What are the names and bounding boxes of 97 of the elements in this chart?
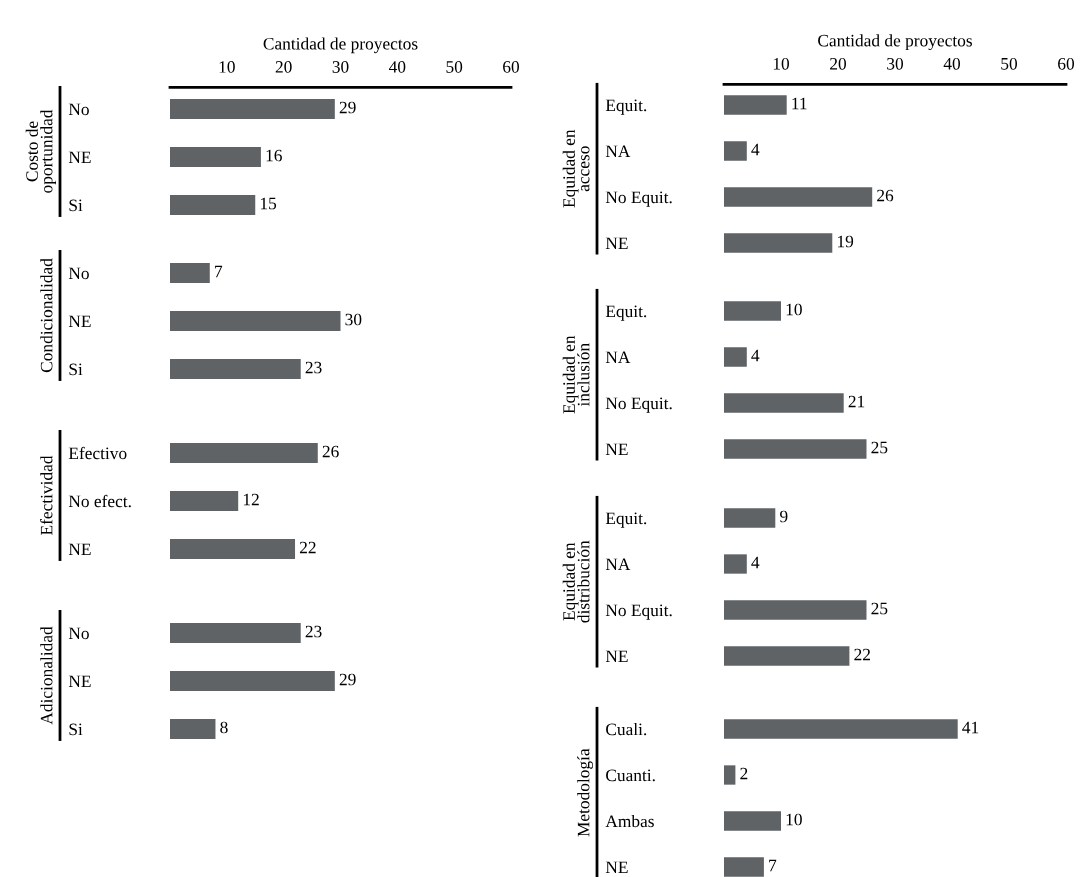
data-label: 19: [837, 235, 854, 248]
bar: [724, 719, 958, 739]
data-label: 11: [792, 97, 807, 110]
y-tick-label: Si: [69, 199, 83, 212]
x-tick-label: 10: [219, 61, 235, 73]
data-label: 15: [260, 197, 277, 210]
data-label: 23: [305, 361, 322, 374]
x-tick-label: 30: [887, 57, 904, 70]
bar: [724, 301, 781, 321]
y-axis-title: Adicionalidad: [40, 626, 53, 725]
bar: [724, 393, 844, 413]
data-label: 26: [877, 189, 894, 202]
y-tick-label: Si: [69, 363, 83, 376]
bar: [724, 600, 867, 620]
data-label: 21: [848, 395, 865, 408]
bar: [724, 347, 747, 367]
x-tick-label: 40: [943, 57, 961, 70]
y-axis-title: Equidad en acceso: [562, 129, 590, 208]
bar: [724, 141, 747, 161]
y-tick-label: Si: [69, 723, 83, 736]
bar: [170, 98, 335, 120]
data-label: 41: [962, 721, 979, 734]
y-tick-label: No: [68, 103, 89, 116]
data-label: 4: [751, 349, 760, 362]
x-tick-label: 50: [1001, 57, 1018, 70]
data-label: 22: [854, 648, 870, 661]
data-label: 8: [220, 721, 228, 734]
y-tick-label: NE: [68, 151, 91, 164]
x-tick-label: 10: [773, 57, 790, 70]
y-tick-label: Ambas: [605, 814, 654, 828]
data-label: 4: [751, 143, 760, 156]
y-tick-label: No: [68, 267, 89, 280]
data-label: 30: [345, 313, 362, 326]
data-label: 10: [786, 303, 802, 316]
data-label: 16: [266, 149, 282, 162]
data-label: 26: [322, 445, 339, 458]
y-tick-label: NE: [605, 861, 628, 874]
data-label: 23: [305, 625, 322, 638]
data-label: 12: [243, 493, 259, 506]
x-tick-label: 40: [388, 61, 406, 73]
data-label: 29: [339, 673, 356, 686]
bar: [724, 857, 764, 877]
y-tick-label: NE: [68, 543, 91, 556]
y-tick-label: Cuanti.: [606, 769, 655, 782]
y-axis-title: Metodología: [577, 748, 593, 837]
y-tick-label: NA: [605, 558, 631, 571]
x-tick-label: 60: [503, 61, 520, 73]
y-tick-label: NE: [605, 443, 628, 456]
bar: [724, 508, 776, 528]
y-tick-label: Equit.: [605, 99, 647, 115]
y-tick-label: Equit.: [605, 512, 647, 528]
x-tick-label: 60: [1058, 57, 1075, 70]
y-tick-label: NE: [605, 650, 628, 663]
data-label: 29: [339, 101, 356, 114]
bar: [724, 554, 747, 574]
bar: [724, 646, 850, 666]
x-tick-label: 50: [446, 61, 463, 73]
data-label: 25: [871, 441, 888, 454]
data-label: 4: [751, 556, 760, 569]
x-axis-title: Cantidad de proyectos: [263, 37, 418, 54]
x-tick-label: 30: [332, 61, 349, 73]
y-tick-label: Cuali.: [606, 722, 647, 736]
y-axis-title: Costo de oportunidad: [25, 109, 56, 193]
bar: [724, 811, 781, 831]
x-tick-label: 20: [830, 57, 847, 70]
y-tick-label: NA: [605, 145, 631, 158]
bar: [724, 233, 833, 253]
data-label: 10: [786, 813, 802, 826]
y-tick-label: No Equit.: [605, 604, 672, 620]
y-tick-label: NE: [68, 675, 91, 688]
y-tick-label: NE: [605, 237, 628, 250]
y-tick-label: Efectivo: [68, 446, 127, 460]
x-tick-label: 20: [275, 61, 292, 73]
y-axis-title: Efectividad: [40, 455, 53, 535]
data-label: 2: [740, 767, 748, 780]
y-tick-label: No Equit.: [605, 191, 672, 207]
bar: [724, 439, 867, 459]
bar: [724, 95, 787, 115]
bar: [170, 146, 261, 168]
data-label: 9: [780, 510, 788, 523]
data-label: 7: [769, 859, 777, 872]
data-label: 25: [871, 602, 888, 615]
y-tick-label: NE: [68, 315, 91, 328]
y-axis-title: Equidad en distribución: [562, 540, 590, 623]
x-axis-title: Cantidad de proyectos: [818, 34, 972, 51]
y-tick-label: Equit.: [605, 305, 647, 321]
data-label: 7: [215, 265, 223, 278]
y-tick-label: NA: [605, 351, 631, 364]
bar: [724, 187, 873, 207]
bar: [170, 194, 256, 216]
y-tick-label: No efect.: [68, 494, 131, 508]
y-axis-title: Equidad en inclusión: [562, 335, 590, 414]
bar: [724, 765, 736, 785]
data-label: 22: [299, 541, 316, 554]
y-axis-title: Condicionalidad: [40, 258, 53, 373]
y-tick-label: No: [68, 627, 89, 640]
y-tick-label: No Equit.: [605, 397, 672, 413]
